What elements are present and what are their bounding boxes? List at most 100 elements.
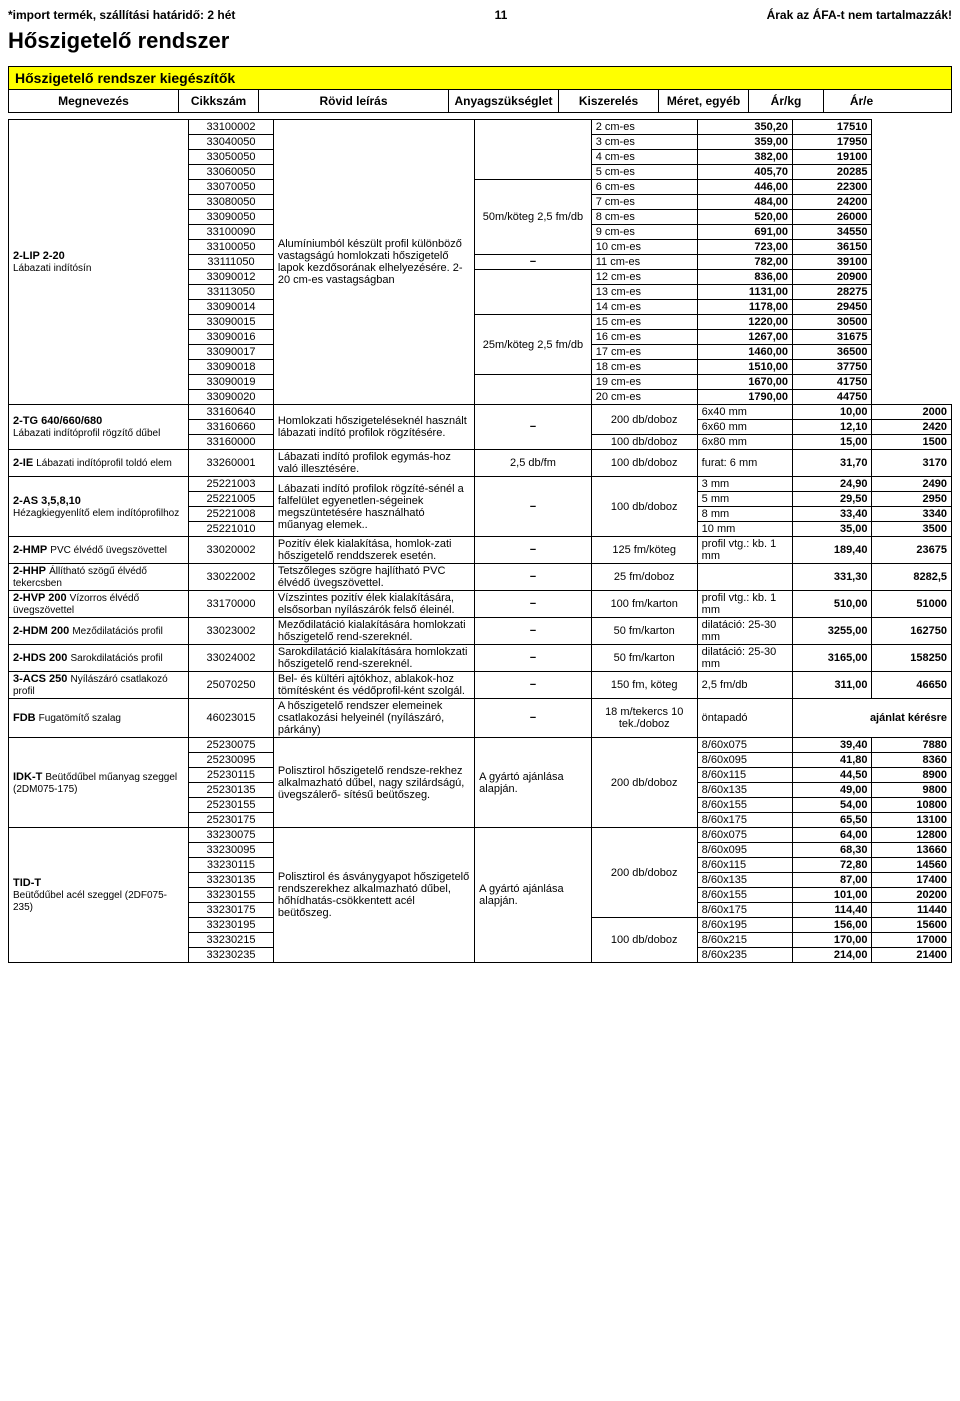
cell: 15 cm-es — [591, 315, 697, 330]
table-row: 2-HVP 200 Vízorros élvédő üvegszövettel3… — [9, 591, 952, 618]
cell: 100 fm/karton — [591, 591, 697, 618]
cell: 33090017 — [189, 345, 274, 360]
cell: 33090018 — [189, 360, 274, 375]
cell: 17400 — [872, 873, 952, 888]
cell: 1790,00 — [697, 390, 792, 405]
cell: 6x60 mm — [697, 420, 792, 435]
cell: 33024002 — [189, 645, 274, 672]
cell: 2-HHP Állítható szögű élvédő tekercsben — [9, 564, 189, 591]
cell: 26000 — [793, 210, 872, 225]
cell: 46650 — [872, 672, 952, 699]
cell: 33100090 — [189, 225, 274, 240]
cell: 12800 — [872, 828, 952, 843]
cell: 25221005 — [189, 492, 274, 507]
cell: − — [475, 537, 592, 564]
cell: 20 cm-es — [591, 390, 697, 405]
cell: 36150 — [793, 240, 872, 255]
cell: 311,00 — [793, 672, 872, 699]
cell: 8/60x075 — [697, 738, 792, 753]
col-p2: Ár/e — [824, 90, 899, 112]
cell: 33230155 — [189, 888, 274, 903]
cell: 9 cm-es — [591, 225, 697, 240]
cell: 33,40 — [793, 507, 872, 522]
cell: 8/60x095 — [697, 843, 792, 858]
cell: 25230175 — [189, 813, 274, 828]
cell: 3165,00 — [793, 645, 872, 672]
cell: 836,00 — [697, 270, 792, 285]
cell: 20285 — [793, 165, 872, 180]
cell: 15,00 — [793, 435, 872, 450]
cell: 2-HDS 200 Sarokdilatációs profil — [9, 645, 189, 672]
table-row: 2-AS 3,5,8,10Hézagkiegyenlítő elem indít… — [9, 477, 952, 492]
cell: 33090050 — [189, 210, 274, 225]
cell: 20900 — [793, 270, 872, 285]
cell: 33111050 — [189, 255, 274, 270]
cell: 33230215 — [189, 933, 274, 948]
import-note: *import termék, szállítási határidő: 2 h… — [8, 8, 235, 22]
col-need: Anyagszükséglet — [449, 90, 559, 112]
cell: 33080050 — [189, 195, 274, 210]
cell — [697, 564, 792, 591]
cell: 8/60x115 — [697, 768, 792, 783]
cell: Homlokzati hőszigeteléseknél használt lá… — [273, 405, 474, 450]
cell: 19 cm-es — [591, 375, 697, 390]
cell: Polisztirol és ásványgyapot hőszigetelő … — [273, 828, 474, 963]
cell: 14560 — [872, 858, 952, 873]
cell: 162750 — [872, 618, 952, 645]
cell: FDB Fugatömítő szalag — [9, 699, 189, 738]
cell: 33230135 — [189, 873, 274, 888]
cell: 331,30 — [793, 564, 872, 591]
cell: 8282,5 — [872, 564, 952, 591]
cell: 36500 — [793, 345, 872, 360]
cell: dilatáció: 25-30 mm — [697, 645, 792, 672]
cell — [475, 270, 592, 315]
cell: 17000 — [872, 933, 952, 948]
cell: 3500 — [872, 522, 952, 537]
table-row: FDB Fugatömítő szalag46023015A hőszigete… — [9, 699, 952, 738]
cell: 8/60x155 — [697, 798, 792, 813]
cell: 8/60x235 — [697, 948, 792, 963]
cell: 691,00 — [697, 225, 792, 240]
cell: 28275 — [793, 285, 872, 300]
col-p1: Ár/kg — [749, 90, 824, 112]
cell: 2490 — [872, 477, 952, 492]
cell: 8/60x115 — [697, 858, 792, 873]
cell: 3255,00 — [793, 618, 872, 645]
cell: 33022002 — [189, 564, 274, 591]
cell: 24,90 — [793, 477, 872, 492]
cell: 9800 — [872, 783, 952, 798]
cell: 2,5 db/fm — [475, 450, 592, 477]
cell: 44,50 — [793, 768, 872, 783]
cell: 8/60x155 — [697, 888, 792, 903]
cell: 3-ACS 250 Nyílászáró csatlakozó profil — [9, 672, 189, 699]
cell: 39100 — [793, 255, 872, 270]
cell: 33160000 — [189, 435, 274, 450]
cell: 18 m/tekercs 10 tek./doboz — [591, 699, 697, 738]
cell: 782,00 — [697, 255, 792, 270]
cell: 33230175 — [189, 903, 274, 918]
cell: 25m/köteg 2,5 fm/db — [475, 315, 592, 375]
cell: 200 db/doboz — [591, 828, 697, 918]
cell: Tetszőleges szögre hajlítható PVC élvédő… — [273, 564, 474, 591]
cell: 25230075 — [189, 738, 274, 753]
cell: 2-TG 640/660/680Lábazati indítóprofil rö… — [9, 405, 189, 450]
cell: 33230115 — [189, 858, 274, 873]
cell: 10 mm — [697, 522, 792, 537]
cell: Pozitív élek kialakítása, homlok-zati hő… — [273, 537, 474, 564]
cell: 12,10 — [793, 420, 872, 435]
page-title: Hőszigetelő rendszer — [8, 28, 952, 54]
cell: 17510 — [793, 120, 872, 135]
cell: 33023002 — [189, 618, 274, 645]
cell: 31,70 — [793, 450, 872, 477]
cell: 33260001 — [189, 450, 274, 477]
cell: 33170000 — [189, 591, 274, 618]
cell: 37750 — [793, 360, 872, 375]
cell: 8 mm — [697, 507, 792, 522]
cell: 6 cm-es — [591, 180, 697, 195]
cell: 8/60x075 — [697, 828, 792, 843]
cell: 2950 — [872, 492, 952, 507]
page-header: *import termék, szállítási határidő: 2 h… — [8, 8, 952, 22]
cell: 25221010 — [189, 522, 274, 537]
cell: Polisztirol hőszigetelő rendsze-rekhez a… — [273, 738, 474, 828]
cell: 520,00 — [697, 210, 792, 225]
